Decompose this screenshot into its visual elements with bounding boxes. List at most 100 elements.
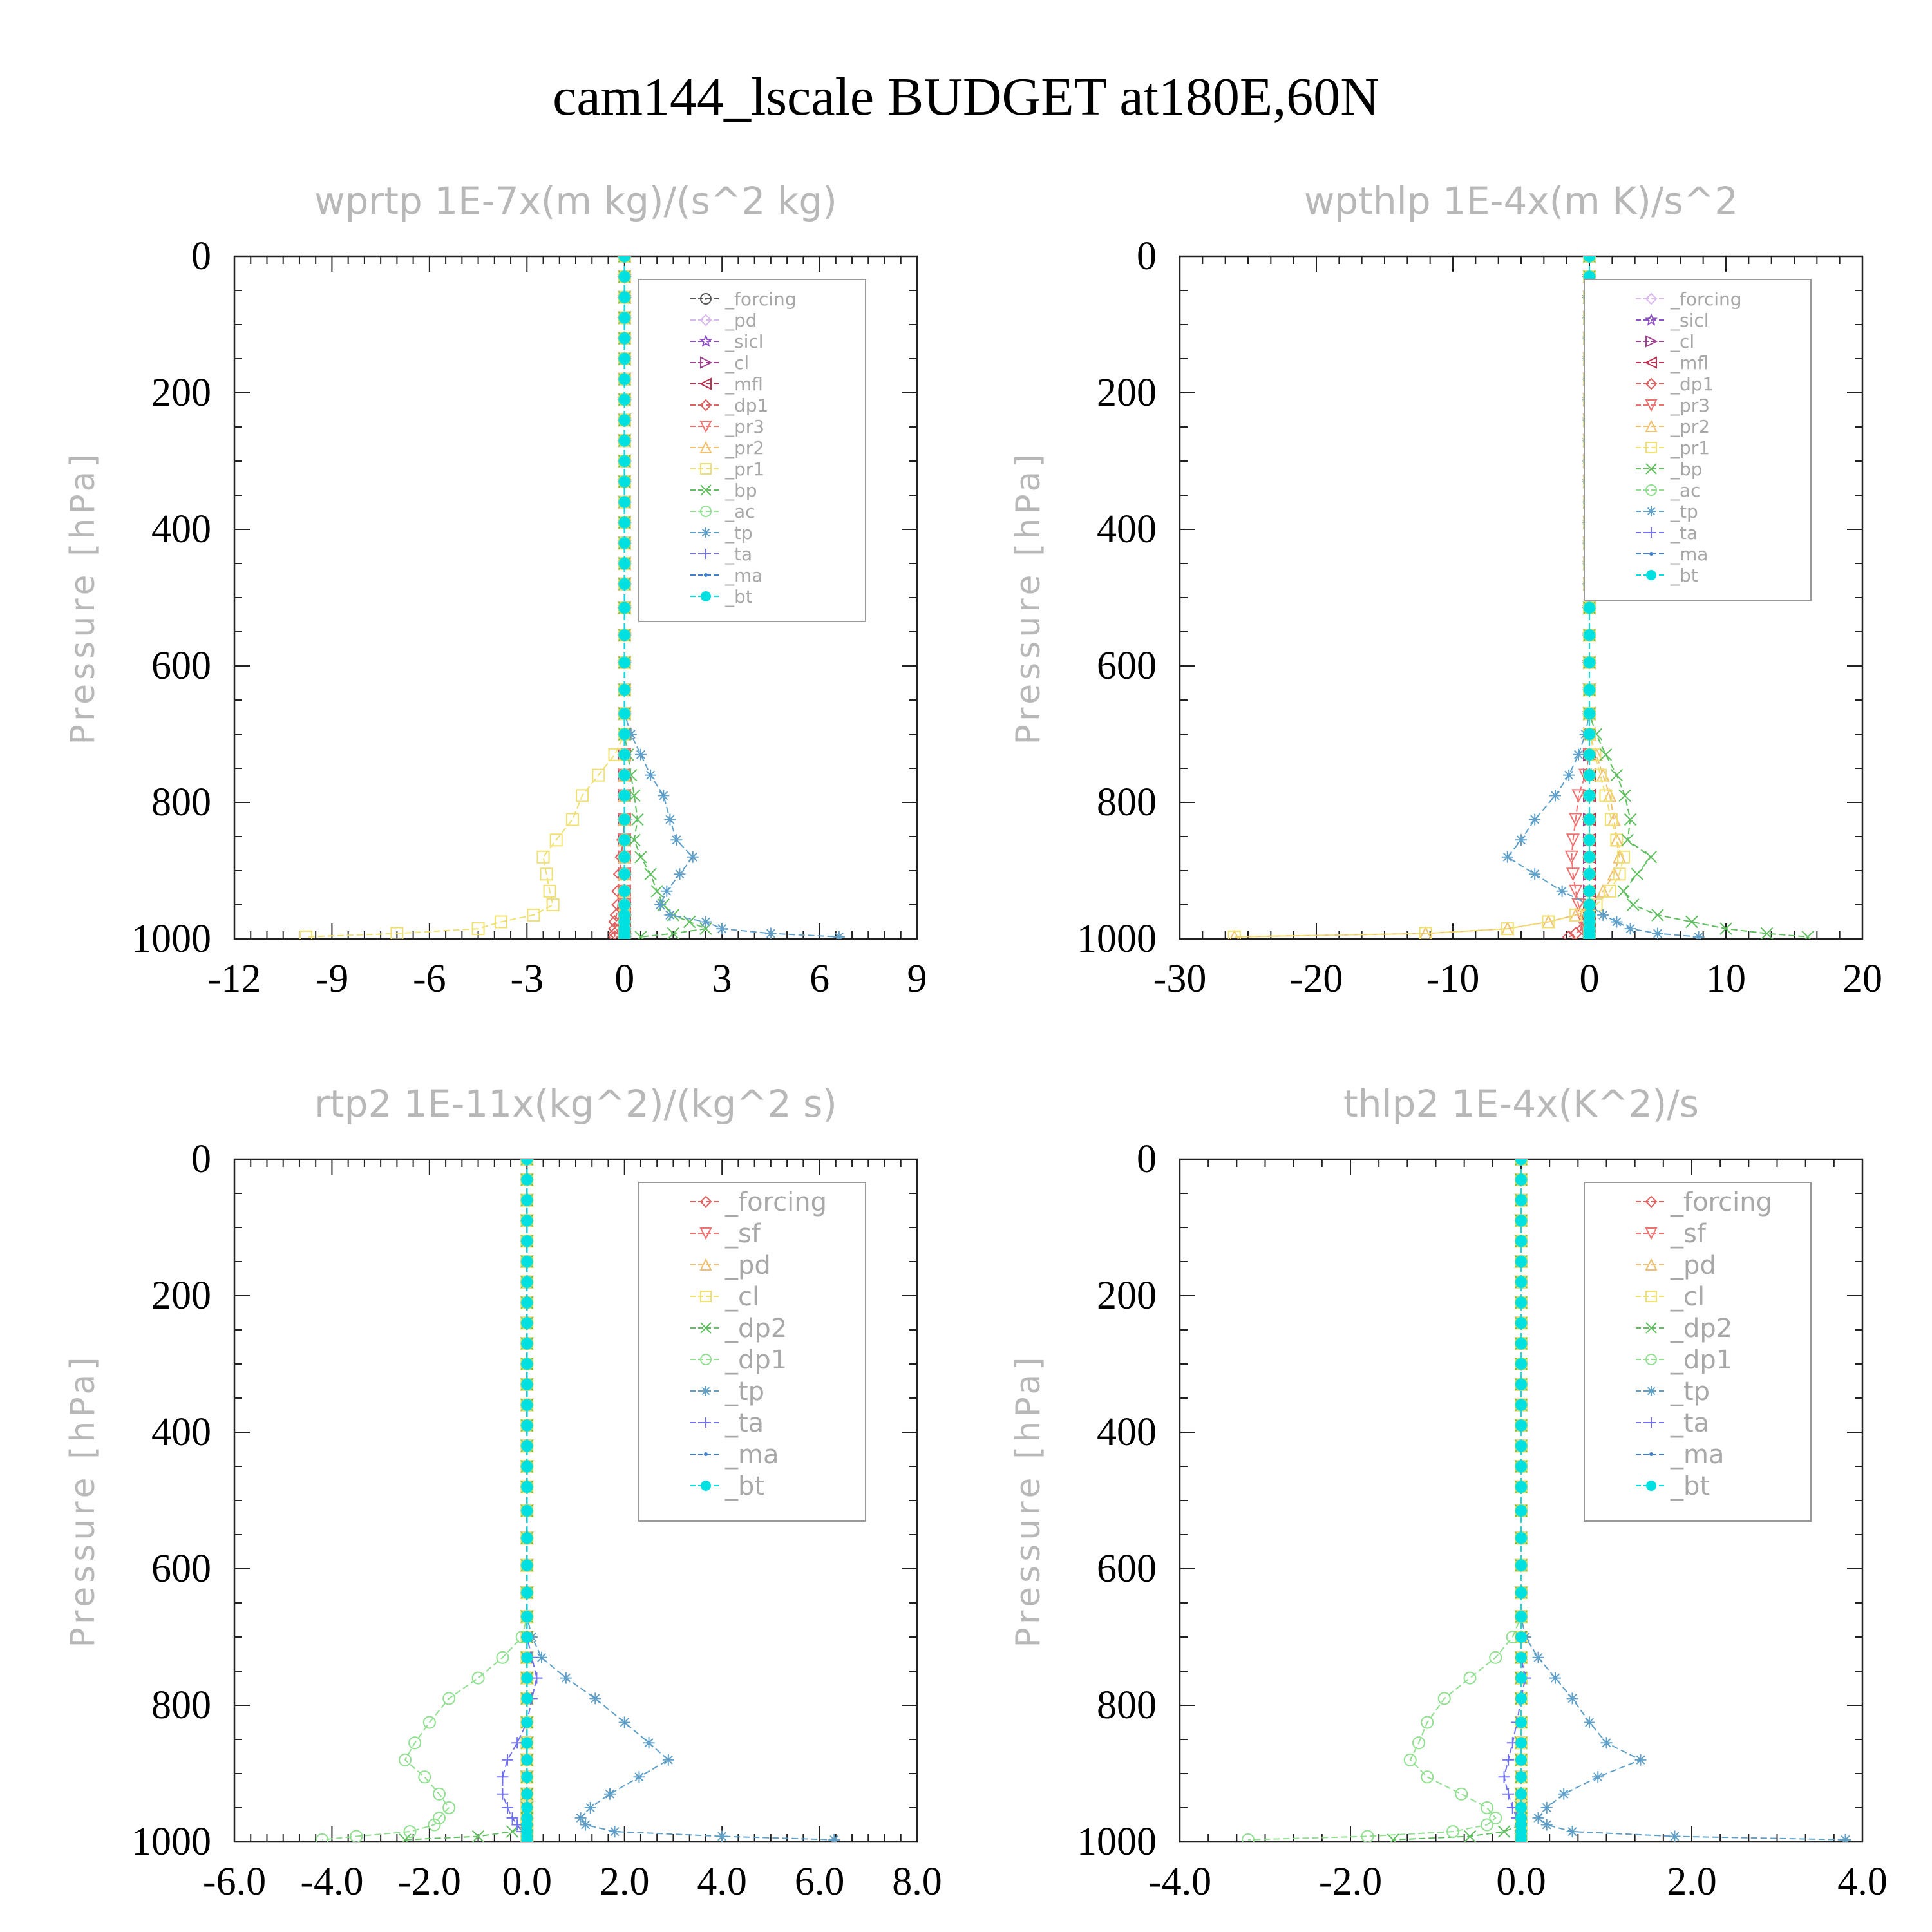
legend-marker bbox=[1645, 1354, 1657, 1365]
data-point-tp bbox=[674, 868, 686, 880]
data-point-dp1 bbox=[442, 1692, 456, 1705]
data-point-bt bbox=[521, 1771, 533, 1783]
legend-label: _sicl bbox=[724, 331, 764, 352]
legend-marker bbox=[701, 1386, 711, 1396]
data-point-tp bbox=[633, 1771, 645, 1783]
data-point-tp bbox=[643, 1737, 655, 1749]
data-point-bp bbox=[1631, 867, 1643, 881]
data-point-bt bbox=[1515, 1833, 1527, 1842]
data-point-dp1 bbox=[403, 1825, 417, 1839]
data-point-tp bbox=[716, 1830, 728, 1842]
data-point-bt bbox=[1584, 769, 1595, 781]
legend-marker bbox=[1646, 570, 1656, 580]
data-point-bp bbox=[1685, 915, 1698, 929]
legend-label: _ac bbox=[1670, 480, 1701, 501]
legend-marker bbox=[700, 356, 713, 369]
data-point-bt bbox=[521, 1256, 533, 1267]
data-point-bt bbox=[1515, 1317, 1527, 1329]
data-point-tp bbox=[670, 834, 683, 846]
data-point-dp1 bbox=[1481, 1801, 1493, 1814]
data-point-tp bbox=[1611, 916, 1623, 928]
data-point-dp1 bbox=[1463, 1671, 1477, 1685]
data-point-dp1 bbox=[422, 1716, 436, 1729]
y-tick-label: 600 bbox=[1097, 644, 1157, 688]
data-point-dp1 bbox=[399, 1753, 412, 1766]
x-tick-label: 0 bbox=[1580, 957, 1600, 1001]
data-point-bt bbox=[1584, 708, 1595, 720]
legend-marker bbox=[1645, 1322, 1657, 1334]
y-tick-label: 800 bbox=[1097, 1683, 1157, 1727]
data-point-bp bbox=[644, 867, 657, 881]
x-tick-label: 4.0 bbox=[697, 1860, 747, 1904]
legend-marker bbox=[699, 1227, 712, 1240]
legend-marker bbox=[699, 399, 712, 412]
legend-marker bbox=[1644, 313, 1658, 326]
data-point-pr3 bbox=[1566, 833, 1580, 848]
data-point-dp1 bbox=[1481, 1818, 1493, 1832]
x-tick-label: 2.0 bbox=[600, 1860, 650, 1904]
data-point-bp bbox=[1599, 748, 1613, 761]
data-point-pr1 bbox=[546, 898, 560, 911]
legend-label: _tp bbox=[1670, 501, 1698, 522]
legend-marker bbox=[1645, 1195, 1658, 1208]
chart-panel-3: rtp2 1E-11x(kg^2)/(kg^2 s) Pressure [hPa]… bbox=[64, 1082, 942, 1904]
data-point-bp bbox=[1618, 789, 1631, 802]
data-point-bt bbox=[1515, 1338, 1527, 1350]
data-point-bp bbox=[1624, 813, 1637, 826]
legend-marker bbox=[1645, 442, 1657, 453]
data-point-bt bbox=[1584, 684, 1595, 696]
data-point-pr1 bbox=[576, 789, 589, 802]
data-point-bt bbox=[1515, 1672, 1527, 1684]
legend-label: _pr1 bbox=[724, 459, 764, 480]
panel-title: wpthlp 1E-4x(m K)/s^2 bbox=[1304, 179, 1738, 223]
data-point-bt bbox=[1584, 728, 1595, 740]
legend-label: _pr2 bbox=[1670, 416, 1710, 437]
panel-title: wprtp 1E-7x(m kg)/(s^2 kg) bbox=[314, 179, 837, 223]
legend-marker bbox=[1645, 399, 1658, 412]
legend-marker bbox=[1646, 1386, 1656, 1396]
data-point-ta bbox=[1502, 1754, 1515, 1766]
series-area bbox=[1242, 1159, 1852, 1842]
legend-marker bbox=[700, 1354, 712, 1365]
data-point-bt bbox=[618, 332, 630, 345]
data-point-tp bbox=[589, 1692, 601, 1705]
x-tick-label: 3 bbox=[712, 957, 732, 1001]
data-point-dp1 bbox=[316, 1833, 329, 1842]
data-point-tp bbox=[1549, 1672, 1561, 1684]
data-point-bt bbox=[521, 1737, 533, 1749]
legend-label: _tp bbox=[1670, 1377, 1710, 1406]
data-point-bt bbox=[521, 1159, 533, 1165]
data-point-dp1 bbox=[408, 1736, 422, 1750]
data-point-bt bbox=[1515, 1296, 1527, 1309]
data-point-pr1 bbox=[543, 884, 556, 898]
legend-label: _forcing bbox=[724, 1188, 827, 1217]
data-point-pr1 bbox=[1419, 927, 1432, 939]
data-point-bp bbox=[1801, 931, 1814, 939]
chart-panels: wprtp 1E-7x(m kg)/(s^2 kg) Pressure [hPa]… bbox=[64, 179, 1888, 1904]
data-point-pr1 bbox=[565, 813, 579, 826]
y-tick-label: 800 bbox=[151, 781, 211, 824]
data-point-bt bbox=[521, 1559, 533, 1571]
data-point-dp1 bbox=[1455, 1787, 1468, 1801]
data-point-bp bbox=[1760, 927, 1774, 939]
data-point-tp bbox=[584, 1802, 596, 1814]
legend-label: _cl bbox=[724, 1282, 759, 1312]
y-axis-label: Pressure [hPa] bbox=[64, 1354, 102, 1648]
x-tick-label: -6.0 bbox=[203, 1860, 266, 1904]
data-point-pr3 bbox=[1571, 789, 1586, 803]
data-point-tp bbox=[654, 899, 667, 911]
x-tick-label: 10 bbox=[1706, 957, 1746, 1001]
panel-title: thlp2 1E-4x(K^2)/s bbox=[1343, 1082, 1699, 1126]
data-point-bt bbox=[521, 1338, 533, 1350]
legend-box bbox=[1584, 1182, 1812, 1522]
data-point-bt bbox=[618, 931, 630, 939]
legend-marker bbox=[1645, 1291, 1657, 1302]
legend-label: _bt bbox=[724, 1472, 764, 1501]
data-point-bt bbox=[1584, 656, 1595, 668]
legend-label: _dp1 bbox=[1670, 1345, 1732, 1375]
legend-label: _dp1 bbox=[724, 395, 768, 416]
data-point-bt bbox=[618, 769, 630, 781]
series-line-pr1 bbox=[1234, 256, 1625, 938]
data-point-bt bbox=[1515, 1559, 1527, 1571]
